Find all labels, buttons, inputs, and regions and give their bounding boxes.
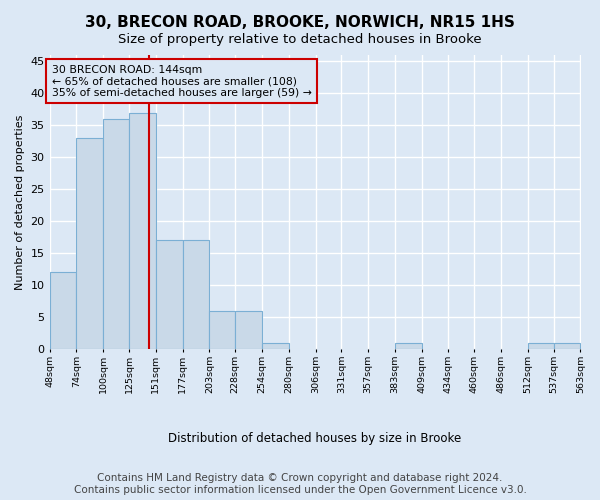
Y-axis label: Number of detached properties: Number of detached properties xyxy=(15,114,25,290)
Bar xyxy=(76,138,103,349)
Bar xyxy=(182,240,209,349)
Bar xyxy=(209,310,235,349)
Bar xyxy=(156,240,182,349)
Bar xyxy=(528,342,554,349)
Bar xyxy=(262,342,289,349)
X-axis label: Distribution of detached houses by size in Brooke: Distribution of detached houses by size … xyxy=(169,432,461,445)
Bar xyxy=(235,310,262,349)
Text: 30, BRECON ROAD, BROOKE, NORWICH, NR15 1HS: 30, BRECON ROAD, BROOKE, NORWICH, NR15 1… xyxy=(85,15,515,30)
Text: Contains HM Land Registry data © Crown copyright and database right 2024.
Contai: Contains HM Land Registry data © Crown c… xyxy=(74,474,526,495)
Bar xyxy=(395,342,422,349)
Bar xyxy=(554,342,580,349)
Bar xyxy=(129,112,156,349)
Bar xyxy=(50,272,76,349)
Text: Size of property relative to detached houses in Brooke: Size of property relative to detached ho… xyxy=(118,32,482,46)
Bar xyxy=(103,119,129,349)
Text: 30 BRECON ROAD: 144sqm
← 65% of detached houses are smaller (108)
35% of semi-de: 30 BRECON ROAD: 144sqm ← 65% of detached… xyxy=(52,64,311,98)
